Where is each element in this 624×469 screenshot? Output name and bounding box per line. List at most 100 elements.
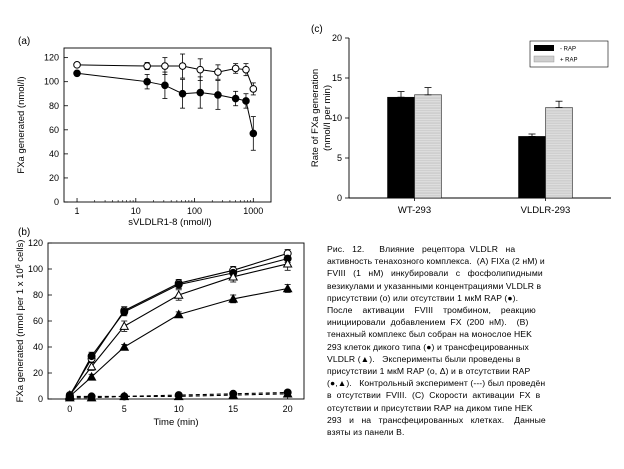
panel-c-marks [387, 87, 573, 199]
b-ytick-label: 60 [33, 316, 43, 326]
panel-a-xlabel: sVLDLR1-8 (nmol/l) [128, 217, 211, 228]
caption-line: везикулами и указанными концентрациями V… [327, 280, 542, 291]
panel-b-tag: (b) [18, 227, 30, 238]
panel-b-marks [64, 249, 293, 402]
panel-c-ticks: 0 5 10 15 20 WT-293 VLDLR-293 [332, 33, 570, 216]
legend-swatch-minus-rap [534, 45, 554, 51]
a-point [161, 62, 169, 70]
legend-label-minus-rap: - RAP [560, 47, 576, 53]
c-ytick-label: 10 [332, 113, 342, 123]
a-point [73, 69, 81, 78]
panel-c-tag: (c) [311, 24, 323, 35]
a-point [249, 129, 258, 138]
caption-line: тенахный комплекс был собран на монослое… [327, 329, 532, 340]
a-ytick-label: 80 [49, 101, 59, 111]
caption-line: FVIII (1 нМ) инкубировали с фосфолипидны… [327, 268, 543, 279]
b-point [87, 352, 96, 361]
b-point [173, 289, 184, 299]
legend-swatch-plus-rap [533, 55, 555, 63]
a-point [242, 65, 250, 74]
a-xtick-label: 100 [187, 206, 202, 216]
panel-c-plot: (c) 0 5 10 15 20 WT-293 VLDLR-293 Rate of FXa … [310, 24, 611, 216]
b-point [282, 388, 293, 398]
b-ytick-label: 20 [33, 368, 43, 378]
caption-line: 293 клеток дикого типа (●) и трансфециро… [327, 341, 529, 352]
b-ytick-label: 80 [33, 290, 43, 300]
panel-b-ylabel-b: cells) [15, 240, 26, 265]
caption-line: 293 и на трансфецированных клетках. Данн… [327, 414, 546, 425]
a-point [242, 97, 250, 105]
a-xtick-label: 1 [75, 206, 80, 216]
a-point [178, 62, 187, 70]
b-point [228, 390, 239, 399]
panel-a-frame [63, 47, 272, 203]
b-ytick-label: 0 [38, 394, 43, 404]
caption-line: Рис. 12. Влияние рецептора VLDLR на [327, 244, 516, 254]
b-ytick-label: 100 [28, 264, 43, 274]
panel-c-legend: - RAP + RAP [529, 40, 609, 68]
c-ytick-label: 0 [337, 193, 342, 203]
a-point [214, 68, 222, 76]
b-point [86, 361, 97, 371]
b-point [174, 280, 183, 289]
caption-line: в отсутствии FVIII. (C) Скорости активац… [327, 390, 541, 401]
panel-a-marks [73, 53, 258, 151]
b-xtick-label: 10 [174, 404, 184, 414]
panel-b-ticks: 0 20 40 60 80 100 120 0 5 10 15 20 [28, 238, 293, 414]
c-bar [518, 136, 546, 199]
b-xtick-label: 0 [67, 404, 72, 414]
panel-b-frame [47, 242, 305, 400]
a-ytick-label: 100 [44, 77, 59, 87]
b-series-line [69, 263, 288, 396]
b-point [64, 392, 75, 402]
panel-a-ylabel: FXa generated (nmol/l) [16, 76, 27, 173]
b-point [228, 293, 239, 303]
caption-line: взяты из панели B. [327, 427, 405, 438]
caption-line: VLDLR (▲). Эксперименты были проведены в [327, 353, 521, 364]
b-point [86, 392, 97, 402]
caption-line: После активации FVIII тромбином, реакцию [327, 305, 536, 316]
b-point [120, 307, 129, 316]
caption-line: активность тенахозного комплекса. (A) FI… [327, 256, 545, 267]
panel-b-plot: (b) 0 20 40 60 80 100 120 0 5 10 15 20 Time (min) F… [15, 227, 305, 428]
panel-c-ylabel-line2: (nmol/l per min) [322, 85, 333, 151]
caption-line: присутствии (o) или отсутствии 1 мкМ RAP… [327, 292, 519, 303]
caption-line: (●,▲). Контрольный эксперимент (---) был… [327, 378, 546, 389]
c-bar [387, 96, 415, 199]
b-point [173, 391, 184, 401]
panel-c-ylabel-line1: Rate of FXa generation [310, 69, 321, 167]
caption-line: отсутствии и присутствии RAP на диком ти… [327, 402, 533, 413]
caption-line: присутствии 1 мкМ RAP (o, Δ) и в отсутст… [327, 366, 531, 377]
b-point [282, 258, 293, 268]
b-point [119, 391, 130, 401]
a-ytick-label: 0 [54, 197, 59, 207]
c-xtick-label: VLDLR-293 [521, 205, 571, 216]
a-point [214, 91, 222, 99]
a-point [143, 62, 151, 70]
c-bar [545, 107, 573, 199]
panel-b-ylabel-a: FXa generated (nmol per 1 x 10 [15, 268, 26, 402]
figure-caption: Рис. 12. Влияние рецептора VLDLR на актив… [327, 243, 615, 438]
panel-c-ylabel: Rate of FXa generation(nmol/l per min) [310, 69, 333, 167]
b-ytick-label: 40 [33, 342, 43, 352]
panel-b-ylabel: FXa generated (nmol per 1 x 106 cells) [15, 240, 26, 403]
b-ytick-label: 120 [28, 238, 43, 248]
b-point [119, 341, 130, 351]
a-ytick-label: 20 [49, 173, 59, 183]
a-point [231, 94, 240, 103]
b-series-line [69, 252, 288, 396]
b-xtick-label: 20 [283, 404, 293, 414]
b-point [228, 271, 239, 281]
a-ytick-label: 40 [49, 149, 59, 159]
b-point [119, 321, 130, 330]
a-point [196, 88, 205, 97]
caption-line: инициировали добавлением FX (200 нМ). (B… [327, 317, 529, 328]
c-xtick-label: WT-293 [398, 205, 431, 216]
c-bar [414, 94, 442, 199]
c-ytick-label: 15 [332, 73, 342, 83]
b-point [173, 309, 184, 319]
a-xtick-label: 1000 [243, 206, 263, 216]
a-xtick-label: 10 [131, 206, 141, 216]
